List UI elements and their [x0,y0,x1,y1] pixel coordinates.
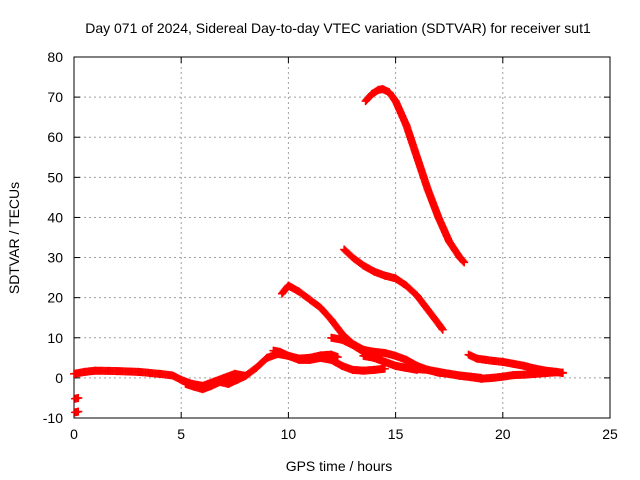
series-early-low-1 [71,393,83,403]
y-tick-label: 10 [47,330,63,346]
point-marker [438,325,447,334]
point-marker [380,364,389,373]
y-tick-label: 20 [47,290,63,306]
y-tick-label: 80 [47,49,63,65]
data-points [70,85,567,417]
series-arc-12b [340,245,447,334]
series-arc-13 [361,85,469,267]
series-dip-extra [181,371,250,394]
x-tick-label: 10 [281,426,297,442]
series-hump [269,346,342,363]
point-marker [459,257,468,266]
point-marker [241,371,250,380]
y-tick-label: 60 [47,129,63,145]
y-tick-label: 70 [47,89,63,105]
chart-title: Day 071 of 2024, Sidereal Day-to-day VTE… [85,20,591,36]
axis-ticks: 0 5 10 15 20 25 -10 0 10 20 30 40 50 60 70 80 [43,49,618,442]
point-marker [74,393,83,402]
x-axis-label: GPS time / hours [286,458,393,474]
y-tick-label: -10 [43,410,63,426]
point-marker [74,407,83,416]
x-tick-label: 0 [70,426,78,442]
y-tick-label: 50 [47,169,63,185]
x-tick-label: 5 [177,426,185,442]
y-axis-label: SDTVAR / TECUs [6,182,22,294]
series-arc-18 [464,350,567,378]
point-marker [437,324,446,333]
x-tick-label: 25 [602,426,618,442]
x-tick-label: 15 [388,426,404,442]
point-marker [558,369,567,378]
series-early-low-2 [71,407,83,417]
point-marker [460,258,469,267]
y-tick-label: 0 [55,370,63,386]
y-tick-label: 30 [47,250,63,266]
x-tick-label: 20 [495,426,511,442]
point-marker [333,353,342,362]
y-tick-label: 40 [47,209,63,225]
plot-frame [73,56,611,419]
